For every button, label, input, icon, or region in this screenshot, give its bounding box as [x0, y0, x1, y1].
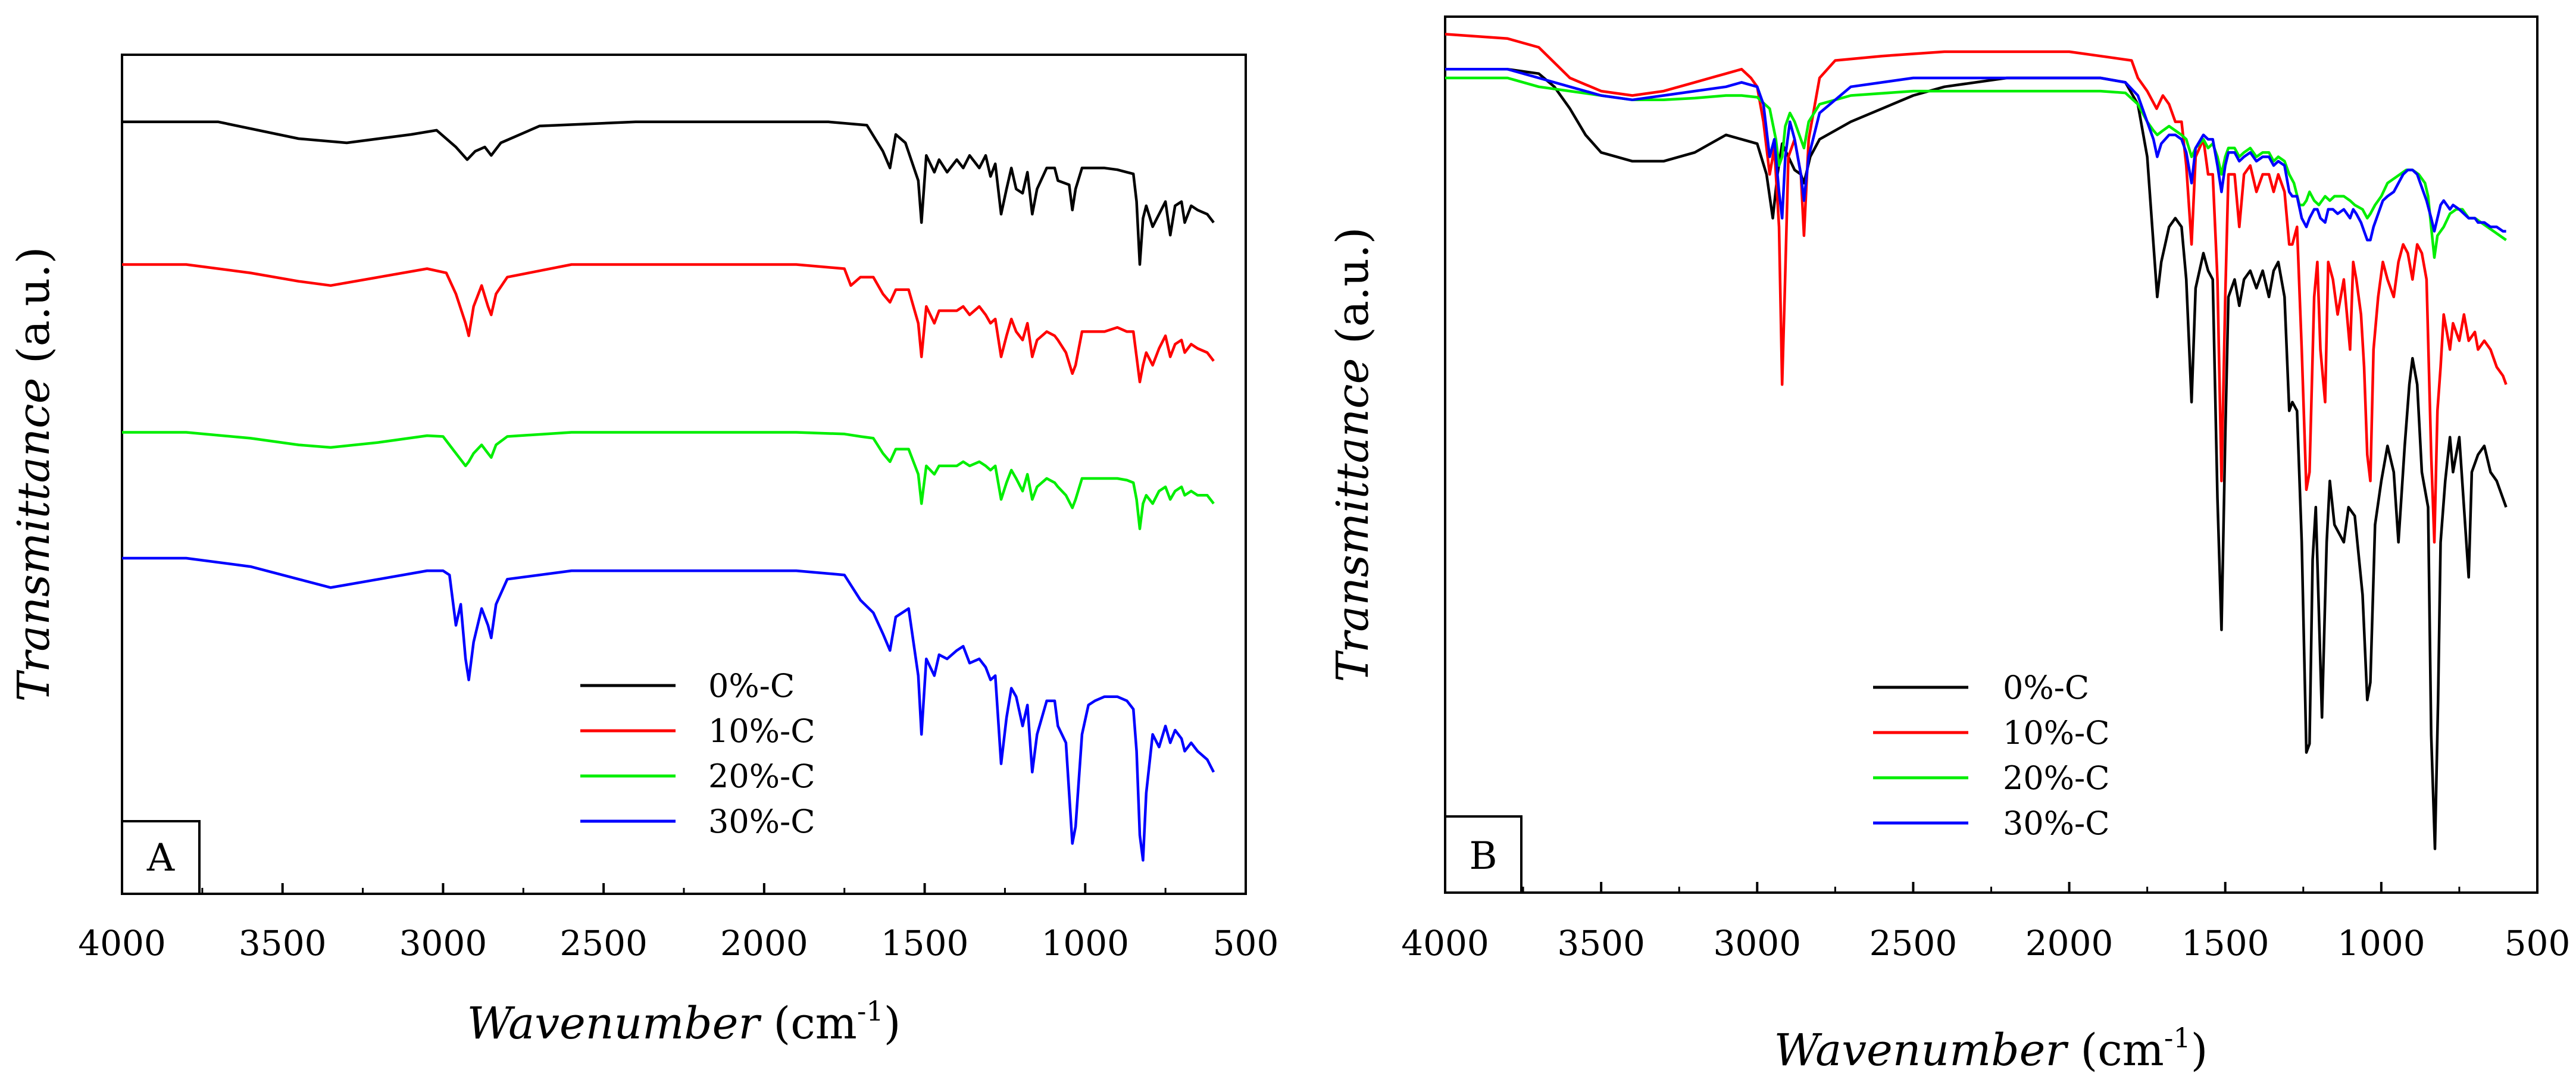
- x-tick-label-a-2000: 2000: [720, 923, 808, 963]
- series-line-a-30pct-c: [122, 556, 1215, 862]
- x-ticks-b: 4000 3500 3000 2500 2000 1500 1000 500: [1401, 882, 2570, 963]
- legend-label-b-2: 20%-C: [2003, 759, 2110, 797]
- legend-label-a-3: 30%-C: [708, 803, 815, 840]
- x-tick-label-a-1000: 1000: [1041, 923, 1129, 963]
- panel-label-a: A: [146, 836, 175, 880]
- x-tick-label-a-3500: 3500: [239, 923, 327, 963]
- x-tick-label-b-3500: 3500: [1557, 923, 1645, 963]
- panel-label-box-a: [121, 820, 201, 895]
- x-tick-label-a-500: 500: [1213, 923, 1279, 963]
- series-line-b-30pct-c: [1445, 68, 2506, 242]
- series-line-b-10pct-c: [1445, 33, 2508, 544]
- x-tick-label-a-3000: 3000: [399, 923, 487, 963]
- chart-panel-b: 4000 3500 3000 2500 2000 1500 1000 500 0%-C 10%-…: [1327, 15, 2570, 1076]
- series-group-a: [122, 120, 1215, 862]
- series-group-b: [1445, 33, 2508, 850]
- panel-label-b: B: [1469, 834, 1497, 878]
- chart-panel-a: 4000 3500 3000 2500 2000 1500 1000 500 0%-C 10%-…: [8, 54, 1278, 1049]
- panel-label-box-b: [1444, 815, 1523, 894]
- legend-label-a-0: 0%-C: [708, 667, 795, 705]
- x-tick-label-b-3000: 3000: [1713, 923, 1801, 963]
- legend-label-b-1: 10%-C: [2003, 714, 2110, 752]
- x-axis-title-a: Wavenumber (cm-1): [467, 995, 901, 1049]
- x-ticks-a: 4000 3500 3000 2500 2000 1500 1000 500: [78, 883, 1278, 963]
- legend-label-b-3: 30%-C: [2003, 805, 2110, 842]
- legend-b: 0%-C 10%-C 20%-C 30%-C: [1873, 669, 2110, 842]
- x-tick-label-b-1000: 1000: [2337, 923, 2425, 963]
- legend-a: 0%-C 10%-C 20%-C 30%-C: [580, 667, 815, 840]
- y-axis-title-a: Transmittance (a.u.): [8, 247, 60, 702]
- x-tick-label-b-2500: 2500: [1870, 923, 1958, 963]
- x-tick-label-a-2500: 2500: [559, 923, 648, 963]
- x-tick-label-a-1500: 1500: [881, 923, 969, 963]
- x-tick-label-b-2000: 2000: [2025, 923, 2114, 963]
- x-axis-title-b: Wavenumber (cm-1): [1774, 1022, 2208, 1076]
- series-line-a-20pct-c: [122, 431, 1215, 530]
- legend-label-b-0: 0%-C: [2003, 669, 2089, 706]
- series-line-a-10pct-c: [122, 263, 1215, 384]
- x-tick-label-a-4000: 4000: [78, 923, 166, 963]
- x-tick-label-b-1500: 1500: [2181, 923, 2269, 963]
- x-tick-label-b-4000: 4000: [1401, 923, 1489, 963]
- legend-label-a-2: 20%-C: [708, 758, 815, 795]
- y-axis-title-b: Transmittance (a.u.): [1327, 227, 1378, 683]
- legend-label-a-1: 10%-C: [708, 712, 815, 750]
- x-tick-label-b-500: 500: [2505, 923, 2571, 963]
- series-line-a-0pct-c: [122, 120, 1215, 266]
